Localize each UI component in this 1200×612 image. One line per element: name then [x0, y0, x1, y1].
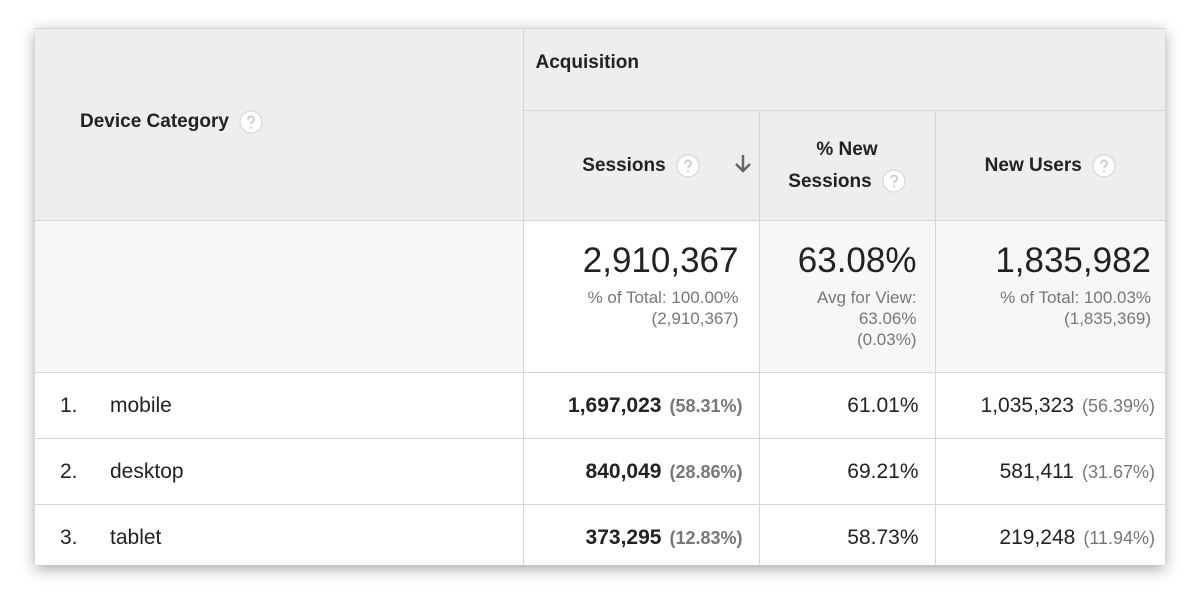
sessions-value: 1,697,023 [568, 393, 662, 417]
total-value: 1,835,982 [995, 241, 1152, 280]
column-title: % New Sessions [788, 138, 878, 192]
column-title: New Users [984, 154, 1082, 176]
new-users-value: 581,411 [999, 459, 1074, 483]
totals-cell: 1,835,982 % of Total: 100.03% (1,835,369) [934, 220, 1165, 373]
new-sessions-value: 61.01% [847, 393, 919, 417]
new-sessions-cell: 58.73% [758, 504, 936, 565]
help-icon[interactable] [1092, 153, 1116, 178]
report-table: Device Category Acquisition Sessions % N… [35, 28, 1165, 565]
column-title: Sessions [582, 154, 666, 176]
sessions-percent: (28.86%) [669, 461, 743, 482]
sessions-cell: 840,049 (28.86%) [522, 438, 760, 505]
total-note: % of Total: 100.03% [1000, 288, 1152, 307]
sessions-percent: (58.31%) [669, 395, 743, 416]
header-cell: % New Sessions [758, 110, 936, 221]
total-value: 63.08% [797, 241, 917, 280]
new-users-value: 1,035,323 [980, 393, 1074, 417]
new-sessions-cell: 61.01% [758, 372, 936, 439]
header-cell: New Users [934, 110, 1165, 221]
totals-label-cell [35, 220, 524, 373]
group-title: Acquisition [535, 51, 639, 73]
table-body: 1. mobile 1,697,023 (58.31%) 61.01% 1,035,323… [35, 372, 1165, 565]
new-users-percent: (11.94%) [1083, 527, 1156, 548]
new-users-cell: 219,248 (11.94%) [934, 504, 1165, 565]
total-note: % of Total: 100.00% [587, 288, 739, 307]
header-cell: Device Category [35, 28, 524, 221]
row-index: 1. [60, 393, 78, 417]
sessions-cell: 373,295 (12.83%) [522, 504, 760, 565]
device-cell: 1. mobile [35, 372, 524, 439]
new-sessions-cell: 69.21% [758, 438, 936, 505]
new-users-percent: (56.39%) [1081, 395, 1156, 416]
new-users-percent: (31.67%) [1081, 461, 1156, 482]
total-value: 2,910,367 [582, 241, 739, 280]
total-note: (2,910,367) [651, 309, 739, 328]
table: Device Category Acquisition Sessions % N… [35, 28, 1165, 565]
sessions-value: 373,295 [585, 525, 662, 549]
total-note: Avg for View: 63.06% [816, 288, 917, 328]
header-cell: Acquisition [522, 28, 1165, 111]
help-icon[interactable] [239, 109, 263, 134]
row-index: 2. [60, 459, 78, 483]
new-users-value: 219,248 [999, 525, 1076, 549]
new-users-cell: 581,411 (31.67%) [934, 438, 1165, 505]
table-row: 1. mobile 1,697,023 (58.31%) 61.01% 1,035,323… [35, 372, 1165, 439]
help-icon[interactable] [675, 153, 700, 178]
new-sessions-value: 69.21% [847, 459, 919, 483]
total-note: (1,835,369) [1064, 309, 1152, 328]
row-index: 3. [60, 525, 78, 549]
device-cell: 3. tablet [35, 504, 524, 565]
device-cell: 2. desktop [35, 438, 524, 505]
totals-cell: 63.08% Avg for View: 63.06% (0.03%) [758, 220, 936, 373]
total-note: (0.03%) [856, 330, 917, 349]
sessions-cell: 1,697,023 (58.31%) [522, 372, 760, 439]
sort-arrow[interactable] [733, 153, 753, 175]
device-name: tablet [110, 525, 162, 549]
column-title: Device Category [80, 110, 229, 132]
table-row: 2. desktop 840,049 (28.86%) 69.21% 581,411 (31… [35, 438, 1165, 505]
table-row: 3. tablet 373,295 (12.83%) 58.73% 219,248 (11.… [35, 504, 1165, 565]
device-name: mobile [110, 393, 172, 417]
help-icon[interactable] [881, 169, 906, 194]
new-sessions-value: 58.73% [847, 525, 919, 549]
new-users-cell: 1,035,323 (56.39%) [934, 372, 1165, 439]
device-name: desktop [110, 459, 184, 483]
sessions-percent: (12.83%) [669, 527, 743, 548]
sessions-value: 840,049 [585, 459, 662, 483]
totals-cell: 2,910,367 % of Total: 100.00% (2,910,367) [522, 220, 760, 373]
header-cell[interactable]: Sessions [523, 110, 760, 221]
